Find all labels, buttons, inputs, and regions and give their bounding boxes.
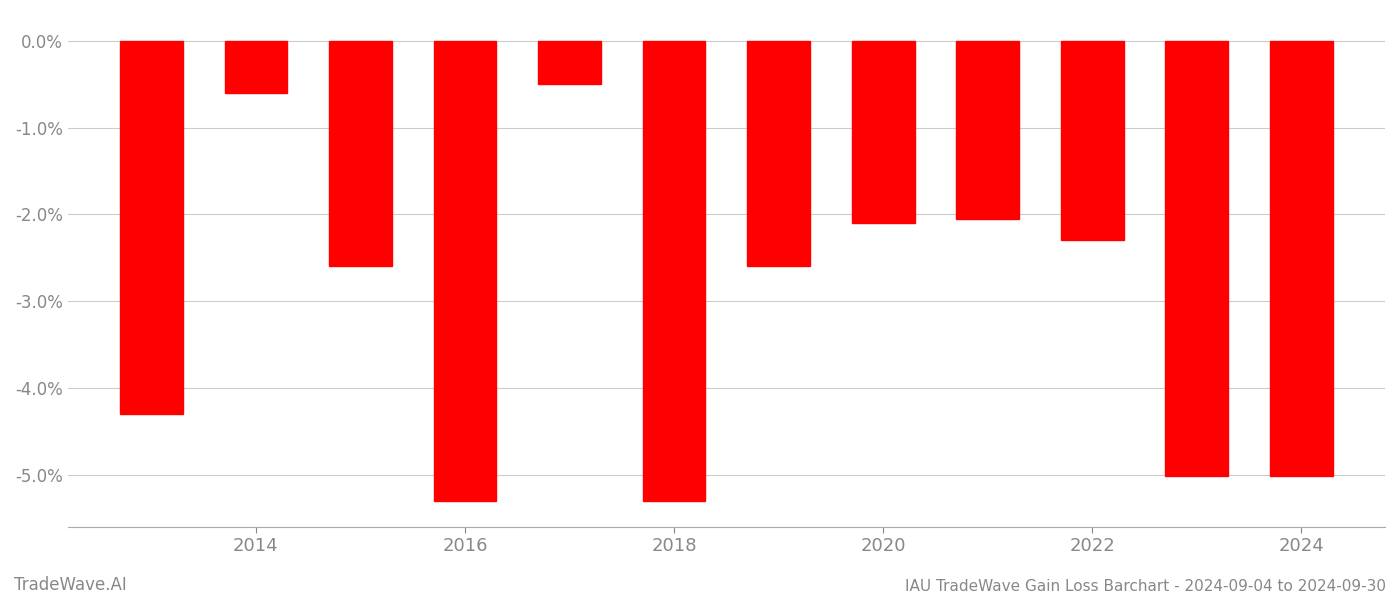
Bar (1165, 41, 1228, 476)
Text: TradeWave.AI: TradeWave.AI (14, 576, 127, 594)
Bar (956, 41, 1019, 219)
Bar (120, 41, 183, 414)
Bar (643, 41, 706, 500)
Text: IAU TradeWave Gain Loss Barchart - 2024-09-04 to 2024-09-30: IAU TradeWave Gain Loss Barchart - 2024-… (904, 579, 1386, 594)
Bar (538, 41, 601, 85)
Bar (1061, 41, 1124, 241)
Bar (1270, 41, 1333, 476)
Bar (329, 41, 392, 266)
Bar (748, 41, 811, 266)
Bar (434, 41, 497, 500)
Bar (851, 41, 914, 223)
Bar (224, 41, 287, 93)
